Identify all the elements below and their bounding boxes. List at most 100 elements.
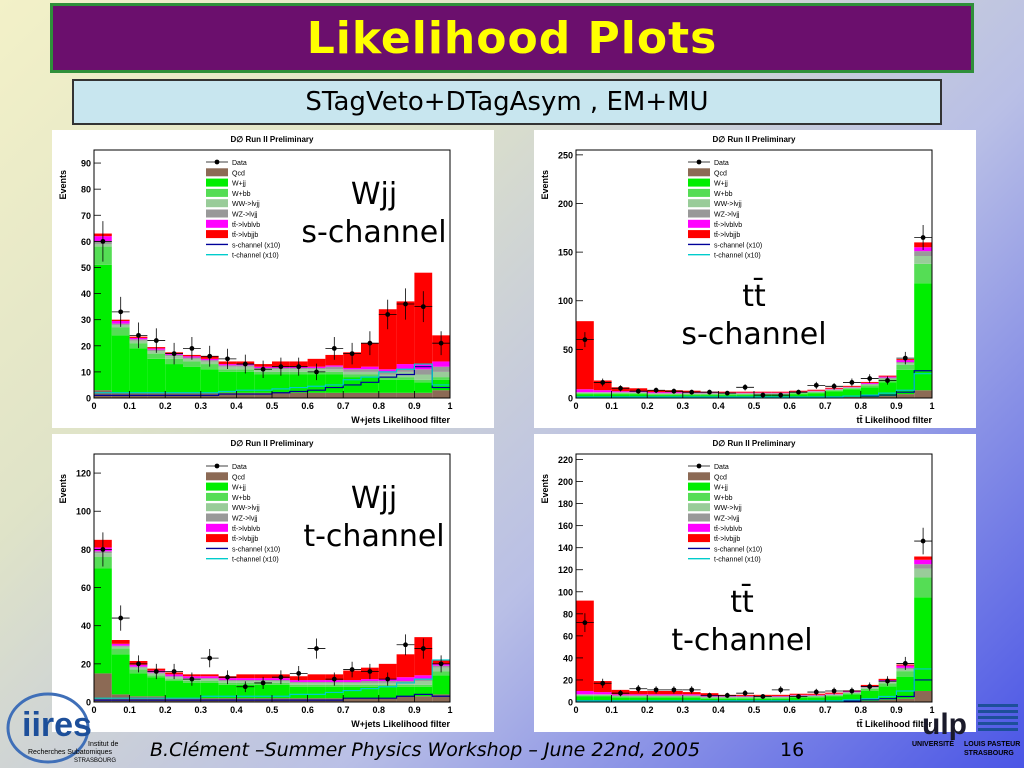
bar-qcd (147, 696, 166, 702)
bar-wjj (343, 686, 361, 699)
legend-swatch-qcd (688, 168, 710, 177)
ulp-logo-line1: UNIVERSITÉ (912, 739, 954, 748)
bar-qcd (289, 392, 308, 398)
legend-label-wz: WZ->lvjj (232, 516, 258, 523)
data-point (189, 676, 195, 682)
data-point (635, 686, 641, 692)
y-tick-label: 60 (563, 631, 573, 641)
bar-wz (593, 694, 612, 695)
x-tick-label: 0.2 (641, 401, 654, 411)
bar-wjj (272, 684, 290, 699)
bar-wbb (200, 364, 219, 370)
bar-wbb (414, 379, 433, 383)
y-tick-label: 40 (81, 289, 91, 299)
bar-ttlvbjjb (878, 375, 897, 377)
legend-swatch-wbb (206, 492, 228, 501)
x-tick-label: 0.7 (337, 401, 350, 411)
bar-wbb (860, 385, 879, 388)
bar-wbb (396, 684, 415, 687)
plot-panel-tt-s-channel: D∅ Run II Preliminary 0 50 100 150 200 250 0 0.1… (534, 130, 976, 428)
bar-ww (736, 697, 754, 698)
bar-wbb (576, 393, 594, 395)
data-point (296, 364, 302, 370)
bar-ttlvblvb (593, 692, 612, 695)
legend-label-t_channel: t-channel (x10) (232, 557, 279, 564)
bar-ww (307, 682, 326, 685)
data-point (403, 642, 408, 648)
data-point (278, 364, 284, 370)
legend-swatch-wz (688, 513, 710, 522)
bar-wjj (682, 697, 701, 701)
legend-swatch-ttlvblvb (688, 523, 710, 532)
channel-label-line1: Wjj (350, 177, 398, 212)
bar-ttlvblvb (682, 694, 701, 696)
data-point (189, 346, 195, 351)
bar-wjj (289, 686, 308, 699)
bar-wjj (593, 696, 612, 701)
bar-wbb (611, 393, 630, 395)
y-tick-label: 50 (563, 345, 573, 355)
bar-wz (307, 681, 326, 683)
bar-wjj (914, 597, 932, 691)
data-point (867, 376, 873, 381)
bar-wbb (718, 697, 737, 699)
iires-logo: iires Institut de Recherches Subatomique… (6, 692, 118, 764)
bar-wbb (736, 394, 754, 396)
plot-panel-wjj-t-channel: D∅ Run II Preliminary 0 20 40 60 80 100 120 0 0.1… (52, 434, 494, 732)
bar-ww (343, 682, 361, 685)
y-tick-label: 150 (558, 248, 573, 258)
data-point (831, 688, 837, 694)
legend-swatch-wbb (688, 492, 710, 501)
legend-label-ttlvblvb: tt̄->lvblvb (714, 525, 742, 533)
data-point (885, 378, 890, 383)
legend-swatch-wbb (688, 188, 710, 197)
title-banner: Likelihood Plots (50, 3, 974, 73)
iires-logo-line3: STRASBOURG (74, 758, 116, 764)
legend-marker-data (696, 463, 702, 469)
data-point (813, 689, 819, 695)
bar-wjj (94, 568, 112, 674)
data-point (349, 667, 355, 672)
channel-label-line1: tt̄ (730, 585, 754, 620)
bar-ww (325, 369, 344, 372)
legend-label-s_channel: s-channel (x10) (714, 242, 762, 249)
bar-wbb (700, 394, 719, 396)
bar-qcd (343, 392, 361, 398)
axes-frame (575, 149, 933, 399)
iires-logo-line2: Recherches Subatomiques (28, 749, 113, 756)
x-tick-label: 0 (91, 401, 96, 411)
data-point (902, 355, 908, 361)
bar-wbb (682, 394, 701, 396)
bar-ttlvblvb (629, 694, 648, 696)
legend-label-s_channel: s-channel (x10) (714, 546, 762, 553)
x-tick-label: 0.4 (712, 401, 725, 411)
bar-wz (576, 694, 594, 695)
bar-ttlvbjjb (307, 358, 326, 367)
bar-wz (396, 369, 415, 372)
legend-label-wbb: W+bb (714, 191, 733, 198)
bar-wjj (218, 684, 237, 699)
plot-panel-wjj-s-channel: D∅ Run II Preliminary 0 10 20 30 40 50 60 70 80 90… (52, 130, 494, 428)
bar-wjj (860, 387, 879, 398)
bar-wbb (183, 361, 201, 367)
bar-wjj (700, 698, 719, 701)
bar-wz (200, 678, 219, 680)
bar-wjj (789, 697, 808, 701)
x-tick-label: 0.3 (195, 401, 208, 411)
bar-wjj (165, 364, 183, 393)
x-tick-label: 0.3 (677, 401, 690, 411)
legend-label-ttlvbjjb: tt̄->lvbjjb (714, 535, 740, 543)
bar-wbb (771, 697, 790, 699)
bar-ttlvblvb (396, 677, 415, 682)
legend-label-ttlvblvb: tt̄->lvblvb (232, 525, 260, 533)
data-point (171, 669, 177, 674)
bar-wjj (396, 379, 415, 393)
data-point (349, 351, 355, 357)
bar-wz (343, 369, 361, 372)
bar-ttlvbjjb (254, 674, 272, 679)
bar-wjj (147, 677, 166, 697)
x-tick-label: 0.3 (195, 705, 208, 715)
bar-wbb (807, 696, 826, 698)
bar-wjj (361, 377, 379, 393)
bar-ttlvbjjb (236, 674, 255, 679)
